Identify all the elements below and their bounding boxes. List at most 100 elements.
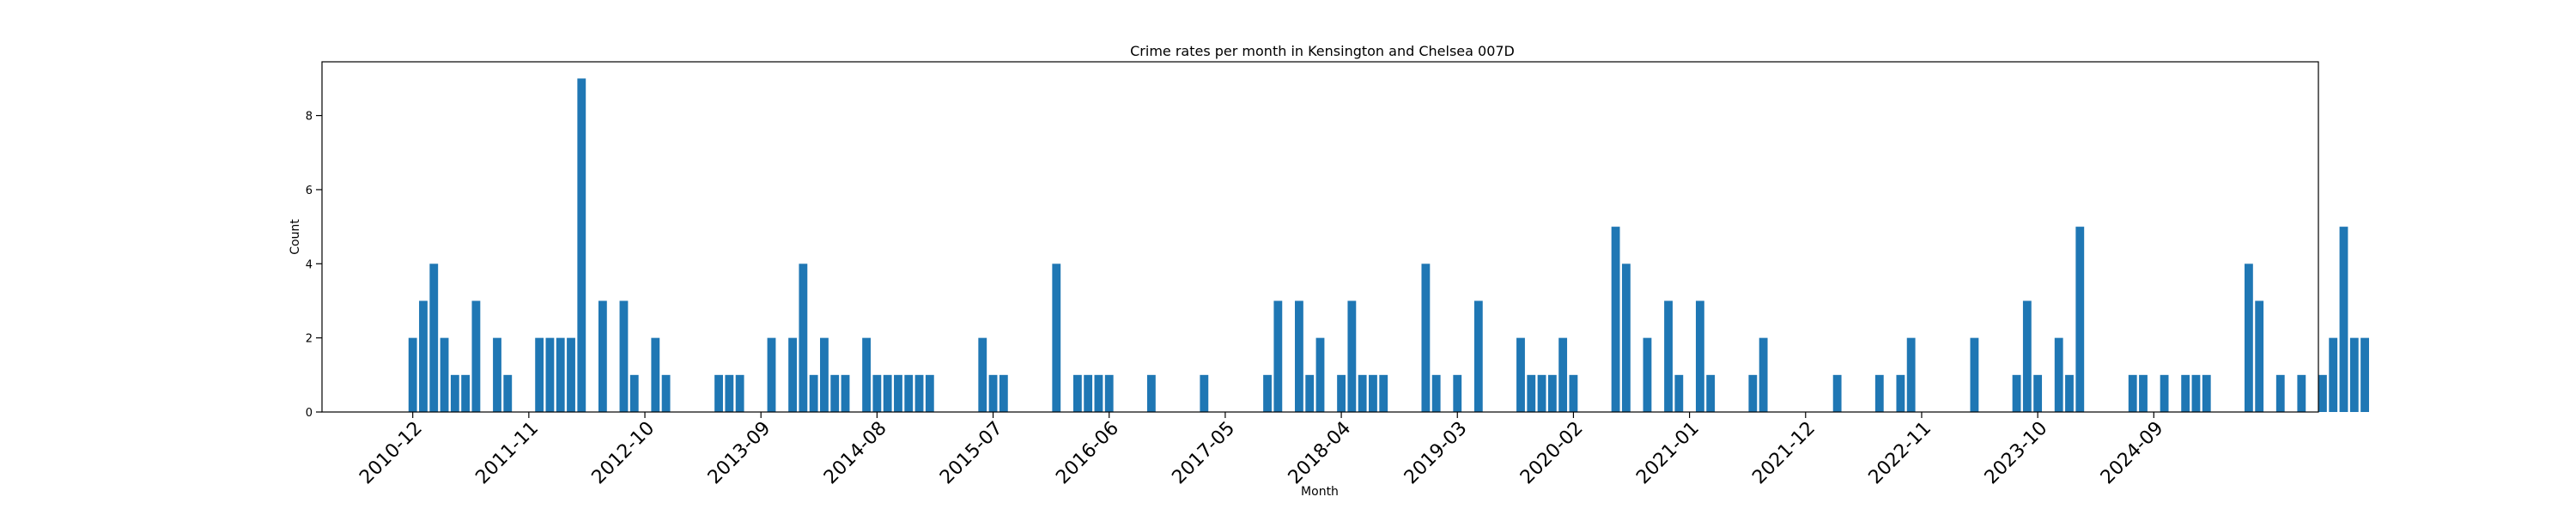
- bar: [598, 300, 607, 412]
- bar: [408, 337, 417, 412]
- bar: [862, 337, 872, 412]
- bar: [1759, 337, 1768, 412]
- bar: [809, 374, 818, 412]
- x-tick-label: 2012-10: [588, 418, 659, 489]
- bar: [788, 337, 797, 412]
- x-tick-label: 2020-02: [1516, 418, 1588, 489]
- bar: [1621, 264, 1631, 412]
- bar: [2244, 264, 2253, 412]
- bar: [767, 337, 776, 412]
- bar: [1527, 374, 1536, 412]
- bar: [2065, 374, 2074, 412]
- bar: [999, 374, 1008, 412]
- bar: [830, 374, 840, 412]
- x-axis-label: Month: [1301, 485, 1339, 499]
- x-tick-label: 2011-11: [471, 418, 543, 489]
- bar: [1547, 374, 1557, 412]
- bar: [2191, 374, 2201, 412]
- bar: [1874, 374, 1884, 412]
- bar: [651, 337, 660, 412]
- bar: [2360, 337, 2369, 412]
- bar: [914, 374, 924, 412]
- bar: [978, 337, 987, 412]
- bar: [1611, 227, 1620, 412]
- bar: [545, 337, 555, 412]
- bar: [450, 374, 459, 412]
- bar: [1084, 374, 1093, 412]
- x-tick-label: 2013-09: [704, 418, 775, 489]
- bar: [1358, 374, 1367, 412]
- bar: [1337, 374, 1346, 412]
- bar: [661, 374, 671, 412]
- bar: [619, 300, 629, 412]
- bar: [2139, 374, 2148, 412]
- y-axis: 0 2 4 6 8: [306, 111, 322, 420]
- bar: [1305, 374, 1315, 412]
- bar: [1706, 374, 1716, 412]
- x-tick-label: 2015-07: [936, 418, 1007, 489]
- bar: [1379, 374, 1388, 412]
- bar: [883, 374, 892, 412]
- x-tick-label: 2024-09: [2097, 418, 2168, 489]
- bar: [429, 264, 439, 412]
- bar: [1315, 337, 1325, 412]
- y-tick-label: 4: [306, 258, 313, 271]
- y-tick-label: 6: [306, 185, 313, 197]
- plot-frame: [321, 61, 2319, 413]
- y-tick-label: 8: [306, 111, 313, 124]
- bar: [2128, 374, 2137, 412]
- y-tick-label: 2: [306, 333, 313, 346]
- bar: [1273, 300, 1283, 412]
- bar: [1295, 300, 1303, 412]
- bar: [2054, 337, 2063, 412]
- bar: [1146, 374, 1156, 412]
- bar: [535, 337, 544, 412]
- bar: [1832, 374, 1842, 412]
- bar: [2012, 374, 2021, 412]
- bar: [1569, 374, 1578, 412]
- bar: [1906, 337, 1916, 412]
- bar: [1431, 374, 1441, 412]
- bar: [2329, 337, 2338, 412]
- x-tick-label: 2017-05: [1168, 418, 1239, 489]
- bar: [1537, 374, 1546, 412]
- bar: [988, 374, 998, 412]
- y-tick-label: 0: [306, 407, 313, 420]
- x-tick-label: 2023-10: [1981, 418, 2052, 489]
- bar: [493, 337, 501, 412]
- x-tick-label: 2014-08: [820, 418, 891, 489]
- bar: [1421, 264, 1431, 412]
- bar: [2339, 227, 2348, 412]
- bar: [2349, 337, 2359, 412]
- bar: [1664, 300, 1673, 412]
- x-tick-label: 2022-11: [1865, 418, 1936, 489]
- bar: [2075, 227, 2085, 412]
- bar: [1695, 300, 1704, 412]
- bar: [725, 374, 734, 412]
- y-axis-label: Count: [289, 219, 302, 255]
- bar: [440, 337, 449, 412]
- bar: [2160, 374, 2169, 412]
- bar: [1896, 374, 1905, 412]
- x-tick-label: 2010-12: [355, 418, 427, 489]
- bar: [2181, 374, 2190, 412]
- bar: [1200, 374, 1209, 412]
- x-axis: 2010-12 2011-11 2012-10 2013-09 2014-08 2015-…: [355, 412, 2168, 489]
- bar: [2318, 374, 2327, 412]
- bar: [1674, 374, 1684, 412]
- bar: [820, 337, 829, 412]
- bar: [894, 374, 902, 412]
- bar: [714, 374, 723, 412]
- bar: [904, 374, 914, 412]
- bar: [1748, 374, 1758, 412]
- bar: [1453, 374, 1462, 412]
- x-tick-label: 2021-01: [1632, 418, 1704, 489]
- bar: [1072, 374, 1082, 412]
- bar: [1643, 337, 1652, 412]
- bar: [799, 264, 808, 412]
- chart-title: Crime rates per month in Kensington and …: [1130, 43, 1515, 59]
- bar: [2022, 300, 2032, 412]
- bar: [419, 300, 428, 412]
- bar: [1104, 374, 1114, 412]
- bar: [461, 374, 471, 412]
